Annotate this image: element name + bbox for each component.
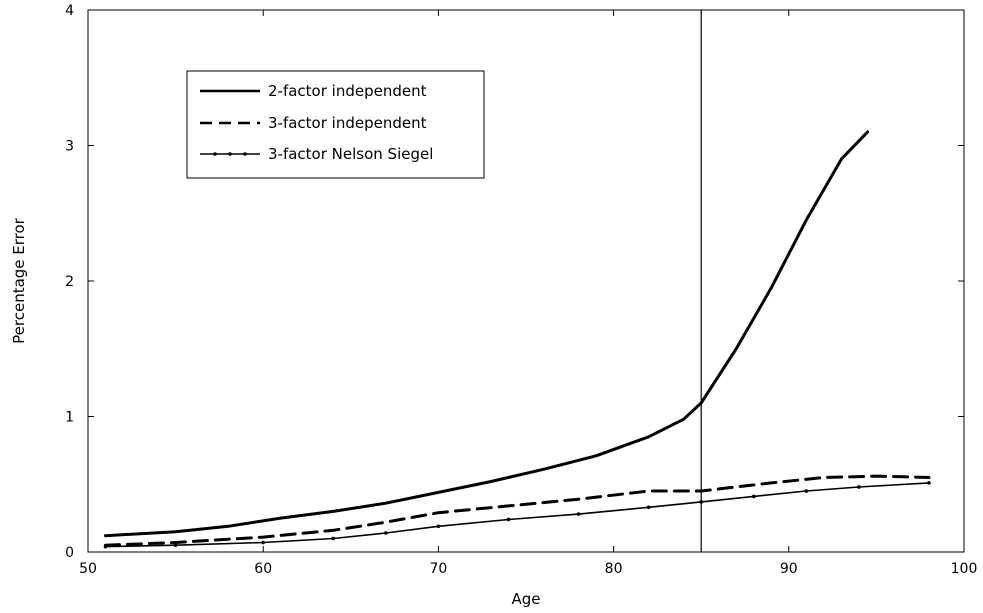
legend-sample-markers [213, 152, 247, 156]
x-tick-label-0: 50 [79, 561, 97, 577]
legend-label-2-factor-independent: 2-factor independent [268, 82, 427, 100]
legend: 2-factor independent 3-factor independen… [186, 70, 485, 179]
series-2-point-11 [804, 489, 809, 493]
x-tick-label-4: 90 [780, 561, 798, 577]
y-tick-label-2: 2 [65, 274, 74, 290]
series-2-point-12 [857, 485, 861, 489]
series-2-point-9 [699, 500, 703, 504]
y-tick-label-1: 1 [65, 410, 74, 426]
series-2-point-13 [927, 481, 931, 485]
series-2-point-5 [436, 524, 441, 529]
y-tick-label-3: 3 [65, 139, 74, 155]
series-2-point-1 [173, 543, 178, 548]
x-axis-label: Age [511, 590, 540, 608]
x-tick-label-2: 70 [429, 561, 447, 577]
series-2-point-8 [646, 505, 651, 510]
series-lines [103, 130, 931, 549]
series-2-point-7 [576, 512, 581, 516]
series-2-point-6 [506, 517, 511, 522]
series-2-point-2 [261, 540, 266, 545]
legend-label-3-factor-nelson-siegel: 3-factor Nelson Siegel [268, 145, 433, 163]
series-2-point-4 [384, 531, 388, 535]
tick-marks [87, 9, 965, 553]
y-axis-label: Percentage Error [10, 217, 28, 344]
x-tick-label-3: 80 [605, 561, 623, 577]
x-tick-label-1: 60 [254, 561, 272, 577]
tick-labels: 50 60 70 80 90 100 0 1 2 3 4 [65, 3, 977, 577]
series-2-point-3 [331, 536, 336, 541]
series-line-1 [104, 474, 931, 547]
x-tick-label-5: 100 [951, 561, 978, 577]
legend-box [186, 70, 485, 179]
y-tick-label-0: 0 [65, 545, 74, 561]
legend-label-3-factor-independent: 3-factor independent [268, 114, 427, 132]
series-line-0 [104, 130, 870, 538]
y-tick-label-4: 4 [65, 3, 74, 19]
series-2-point-0 [103, 544, 108, 549]
series-2-point-10 [751, 494, 756, 499]
series-line-2 [104, 482, 930, 548]
